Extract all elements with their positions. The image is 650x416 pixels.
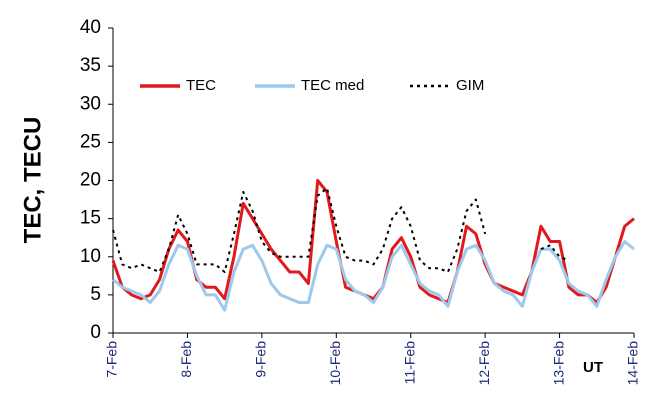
y-tick-label: 10 (80, 246, 101, 267)
series-line (112, 187, 487, 273)
x-tick-label: 12-Feb (476, 341, 492, 386)
series-line (112, 240, 635, 312)
x-tick-label: 10-Feb (327, 341, 343, 386)
x-tick-label: 8-Feb (178, 341, 194, 378)
series-line (111, 179, 635, 304)
y-tick-label: 30 (80, 93, 101, 114)
y-tick-label: 35 (80, 55, 101, 76)
x-tick-label: 13-Feb (550, 341, 566, 386)
x-tick-label: 7-Feb (104, 341, 120, 378)
y-tick-label: 15 (80, 208, 101, 229)
y-tick-label: 0 (90, 322, 101, 343)
y-axis-label: TEC, TECU (19, 117, 46, 244)
x-tick-label: 11-Feb (401, 341, 417, 385)
y-tick-label: 20 (80, 170, 101, 191)
legend-label: TEC (186, 77, 216, 94)
y-tick-label: 40 (80, 17, 101, 38)
y-tick-label: 25 (80, 131, 101, 152)
x-axis-label: UT (583, 359, 603, 376)
x-tick-label: 14-Feb (625, 341, 641, 386)
y-tick-label: 5 (90, 284, 101, 305)
legend-label: TEC med (301, 77, 364, 94)
legend-label: GIM (456, 77, 484, 94)
x-tick-label: 9-Feb (253, 341, 269, 378)
series-line (540, 244, 570, 262)
